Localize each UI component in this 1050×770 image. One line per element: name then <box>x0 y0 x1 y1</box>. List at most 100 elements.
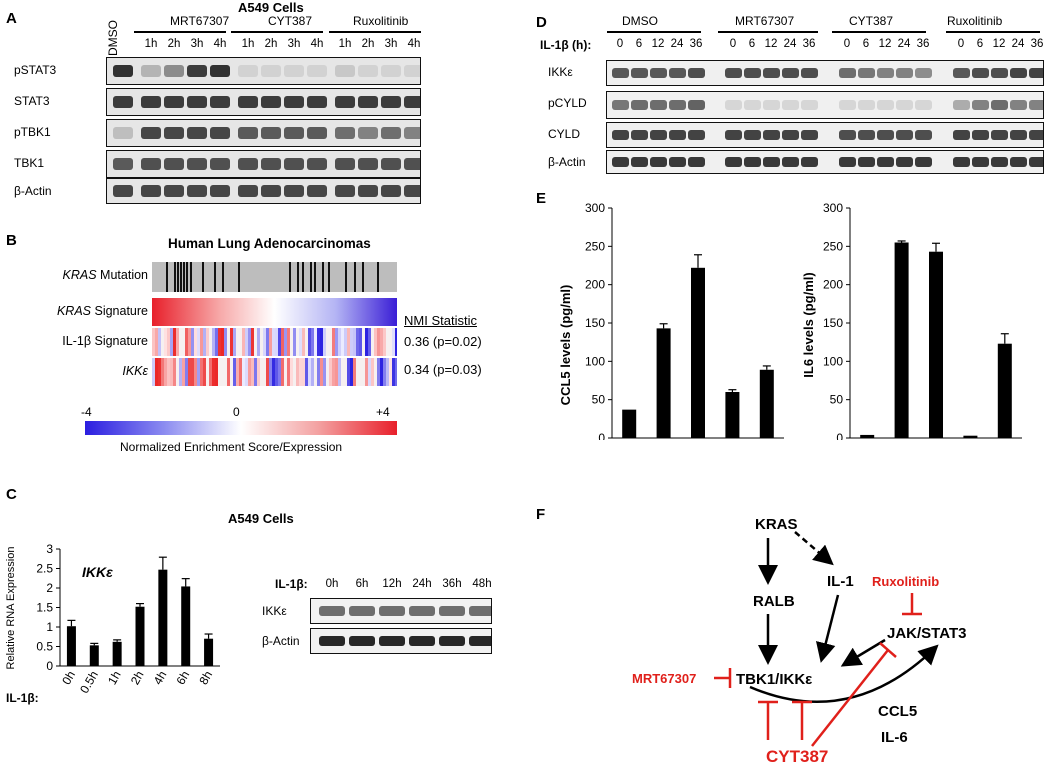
heatmap-cell <box>299 328 302 356</box>
bar <box>135 606 145 666</box>
heatmap-cell <box>173 358 176 386</box>
heatmap-cell <box>275 328 278 356</box>
panel-d-group-label: DMSO <box>622 14 658 28</box>
heatmap-cell <box>275 358 278 386</box>
node-il1: IL-1 <box>827 573 854 590</box>
heatmap-cell <box>194 328 197 356</box>
heatmap-cell <box>164 358 167 386</box>
lane-label: 6 <box>976 38 984 50</box>
arrow-kras-il1 <box>794 531 834 566</box>
mutation-mark <box>190 262 192 292</box>
heatmap-cell <box>323 358 326 386</box>
y-tick-label: 2 <box>46 581 53 595</box>
heatmap-cell <box>323 328 326 356</box>
blot-band <box>409 636 435 646</box>
lane-label: 36 <box>916 38 930 50</box>
heatmap-cell <box>287 328 290 356</box>
heatmap-cell <box>197 328 200 356</box>
heatmap-cell <box>314 328 317 356</box>
y-axis-label: CCL5 levels (pg/ml) <box>558 285 573 406</box>
row-label-text: IL-1β Signature <box>62 334 148 348</box>
heatmap-cell <box>200 328 203 356</box>
blot-band <box>439 636 465 646</box>
blot-band <box>915 157 932 167</box>
y-tick-label: 100 <box>823 354 843 368</box>
blot-band <box>839 157 856 167</box>
heatmap-cell <box>338 358 341 386</box>
blot-band <box>839 130 856 140</box>
heatmap-cell <box>365 328 368 356</box>
bar <box>112 641 122 666</box>
heatmap-cell <box>326 328 329 356</box>
mutation-mark <box>314 262 316 292</box>
blot-band <box>953 157 970 167</box>
blot-band <box>358 65 378 77</box>
blot-band <box>612 100 629 110</box>
blot-band <box>284 96 304 108</box>
blot-band <box>307 96 327 108</box>
bar <box>204 638 214 666</box>
heatmap-cell <box>317 328 320 356</box>
heatmap-cell <box>368 358 371 386</box>
blot-band <box>631 68 648 78</box>
blot-band <box>688 130 705 140</box>
heatmap-cell <box>170 358 173 386</box>
heatmap-cell <box>158 358 161 386</box>
y-tick-label: 50 <box>830 393 844 407</box>
blot-band <box>896 100 913 110</box>
heatmap-cell <box>272 358 275 386</box>
blot-row-label: IKKε <box>262 604 287 618</box>
scale-mid: 0 <box>233 405 240 419</box>
blot-band <box>782 100 799 110</box>
heatmap-cell <box>194 358 197 386</box>
blot-band <box>335 96 355 108</box>
blot-band <box>210 127 230 139</box>
heatmap-cell <box>284 328 287 356</box>
heatmap-cell <box>251 328 254 356</box>
heatmap-cell <box>197 358 200 386</box>
heatmap-cell <box>233 358 236 386</box>
blot-band <box>782 130 799 140</box>
heatmap-cell <box>383 328 386 356</box>
x-tick-label: 8h <box>196 669 215 688</box>
heatmap-cell <box>296 328 299 356</box>
blot-band <box>972 157 989 167</box>
blot-band <box>763 100 780 110</box>
lane-label: 36 <box>802 38 816 50</box>
mutation-mark <box>214 262 216 292</box>
lane-label: 3h <box>190 38 204 50</box>
blot-band <box>307 185 327 197</box>
kras-signature-track <box>152 298 397 326</box>
heatmap-cell <box>185 358 188 386</box>
heatmap-cell <box>188 358 191 386</box>
y-tick-label: 250 <box>823 239 843 253</box>
heatmap-cell <box>263 358 266 386</box>
blot-band <box>113 127 133 139</box>
blot-row-label: CYLD <box>548 127 581 141</box>
group-bar <box>832 31 926 33</box>
heatmap-cell <box>332 328 335 356</box>
blot-band <box>113 158 133 170</box>
heatmap-row-label: KRAS Signature <box>57 304 148 318</box>
heatmap-cell <box>293 328 296 356</box>
heatmap-cell <box>269 328 272 356</box>
lane-label: 2h <box>167 38 181 50</box>
blot-strip <box>606 150 1044 174</box>
heatmap-cell <box>182 328 185 356</box>
pathway-diagram: KRAS IL-1 RALB JAK/STAT3 TBK1/IKKε CCL5 … <box>632 516 966 766</box>
heatmap-cell <box>290 328 293 356</box>
blot-band <box>439 606 465 616</box>
heatmap-cell <box>392 358 395 386</box>
heatmap-cell <box>161 358 164 386</box>
y-tick-label: 300 <box>823 201 843 215</box>
blot-band <box>612 130 629 140</box>
lane-label: 24 <box>783 38 797 50</box>
heatmap-cell <box>383 358 386 386</box>
heatmap-cell <box>350 358 353 386</box>
lane-label: 12 <box>992 38 1006 50</box>
lane-label: 1h <box>338 38 352 50</box>
heatmap-cell <box>389 358 392 386</box>
blot-band <box>631 157 648 167</box>
panel-e-label: E <box>536 190 547 207</box>
lane-label: 4h <box>407 38 421 50</box>
